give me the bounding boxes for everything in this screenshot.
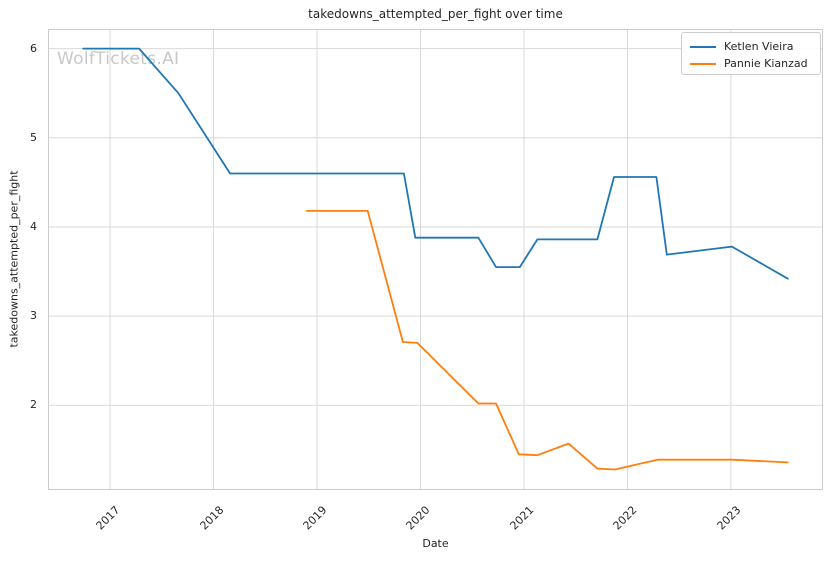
x-axis-label: Date (422, 537, 449, 550)
series-line-pannie-kianzad (305, 209, 789, 471)
grid-lines (48, 29, 823, 490)
chart-title: takedowns_attempted_per_fight over time (308, 7, 563, 21)
y-tick-label: 6 (30, 41, 37, 55)
watermark: WolfTickets.AI (57, 49, 180, 69)
legend-line-swatch (690, 45, 716, 48)
legend-label: Ketlen Vieira (724, 40, 794, 53)
y-tick-label: 4 (30, 219, 37, 233)
y-tick-label: 5 (30, 130, 37, 144)
legend: Ketlen Vieira Pannie Kianzad (681, 32, 821, 75)
legend-label: Pannie Kianzad (724, 57, 808, 70)
y-tick-label: 2 (30, 398, 37, 412)
plot-border (48, 29, 823, 490)
series-line-ketlen-vieira (82, 47, 789, 280)
legend-line-swatch (690, 62, 716, 65)
legend-item: Ketlen Vieira (690, 38, 812, 55)
y-tick-label: 3 (30, 309, 37, 323)
legend-item: Pannie Kianzad (690, 55, 812, 72)
